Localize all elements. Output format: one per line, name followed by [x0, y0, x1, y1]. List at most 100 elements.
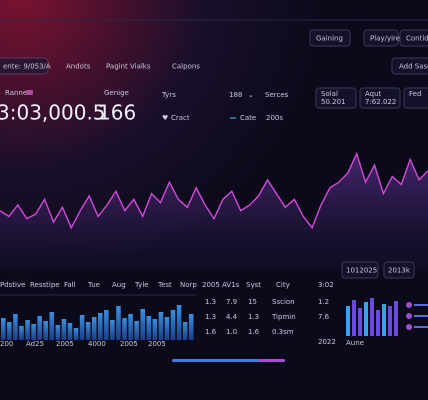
kpi-label: Genige: [104, 89, 129, 97]
tag: [26, 90, 33, 95]
bar: [116, 306, 121, 340]
bar: [19, 326, 24, 340]
bar: [7, 322, 12, 340]
table-cell: 1.0: [226, 328, 237, 336]
slider: [414, 315, 428, 317]
bar: [67, 323, 73, 340]
bar: [140, 309, 145, 340]
count: 188: [229, 91, 242, 99]
stat-box[interactable]: [315, 87, 357, 109]
bar: [91, 317, 97, 340]
table-cell: 1.6: [205, 328, 217, 336]
stat-box[interactable]: [359, 87, 401, 109]
bar: [164, 317, 170, 340]
scrollbar[interactable]: [172, 359, 285, 362]
table-cell: 15: [248, 298, 257, 306]
action-button[interactable]: [391, 57, 428, 75]
bar: [176, 305, 182, 340]
bar-x-label: 2005: [120, 340, 138, 348]
bar-x-label: 4000: [88, 340, 106, 348]
mini-bar: [388, 306, 392, 336]
bar: [188, 314, 194, 340]
pill-label: 1012025: [346, 267, 377, 275]
kpi-label: Ranne: [5, 89, 27, 97]
bar: [170, 310, 176, 340]
slider: [414, 304, 428, 306]
kpi-value: 166: [98, 101, 136, 125]
tab: Pagint Vialks: [106, 63, 151, 71]
bar: [128, 314, 133, 340]
dot: [406, 302, 412, 308]
button[interactable]: [399, 29, 428, 47]
pill[interactable]: [341, 261, 379, 279]
bar-header: Fall: [64, 281, 76, 289]
button[interactable]: [309, 29, 351, 47]
table-header: Syst: [246, 281, 261, 289]
mini-bar: [346, 306, 350, 336]
bar: [182, 322, 188, 340]
table-header: 2005: [202, 281, 220, 289]
chevron: ⌄: [248, 91, 254, 99]
stat-title: Fed: [409, 90, 421, 98]
bar-header: Pdstive: [0, 281, 25, 289]
stat-value: 50.201: [321, 98, 346, 106]
bar: [134, 321, 139, 340]
button-label: Play/yire: [370, 35, 400, 43]
mini-bar: [370, 298, 374, 336]
bar: [31, 324, 36, 340]
side-value: 7.6: [318, 313, 330, 321]
bar-x-label: 200: [0, 340, 13, 348]
filter-pill[interactable]: [0, 57, 49, 75]
bar: [79, 315, 85, 340]
scroll-thumb[interactable]: [258, 359, 285, 362]
bar: [43, 321, 48, 340]
control-label: Serces: [265, 91, 289, 99]
button[interactable]: [363, 29, 399, 47]
table-cell: 0.3sm: [272, 328, 294, 336]
stat-box[interactable]: [403, 87, 428, 109]
pill[interactable]: [383, 261, 415, 279]
dot: [406, 324, 412, 330]
filter-label: ente: 9/053/A: [3, 63, 51, 71]
side-value: 2022: [318, 338, 336, 346]
control-label: Cate: [240, 114, 256, 122]
mini-bar: [358, 308, 362, 336]
tab: Andots: [66, 63, 91, 71]
mini-bar: [352, 300, 356, 336]
bar: [152, 319, 158, 340]
dot: [406, 313, 412, 319]
side-value: 3:02: [318, 281, 334, 289]
button-label: Contid: [406, 35, 428, 43]
bar-header: Tue: [87, 281, 100, 289]
bar: [158, 312, 164, 340]
control-label: Tyrs: [161, 91, 176, 99]
bar: [122, 318, 127, 340]
tab: Calpons: [172, 63, 200, 71]
bar: [98, 313, 103, 340]
bar-header: Aug: [112, 281, 126, 289]
action-label: Add Sasco: [399, 63, 428, 71]
pill-label: 2013k: [388, 267, 411, 275]
line: [0, 151, 428, 230]
mini-bar: [382, 304, 386, 336]
control-value: 200s: [266, 114, 283, 122]
bar-x-label: Ad25: [26, 340, 44, 348]
side-value: 1.2: [318, 298, 329, 306]
mini-bar: [364, 302, 368, 336]
stat-title: Aqut: [365, 90, 382, 98]
stat-value: 7:62.022: [365, 98, 396, 106]
mini-bar: [376, 310, 380, 336]
table-cell: 1.3: [205, 313, 216, 321]
bar: [37, 316, 42, 340]
bar: [104, 310, 109, 340]
bar: [1, 318, 6, 340]
bar: [61, 319, 67, 340]
bar: [110, 320, 115, 340]
button-label: Gaining: [316, 35, 343, 43]
bar: [73, 328, 79, 340]
bar: [49, 312, 55, 340]
bar-header: Tyle: [134, 281, 149, 289]
bar: [85, 322, 91, 340]
slider: [414, 326, 428, 328]
table-cell: Tipmin: [271, 313, 296, 321]
